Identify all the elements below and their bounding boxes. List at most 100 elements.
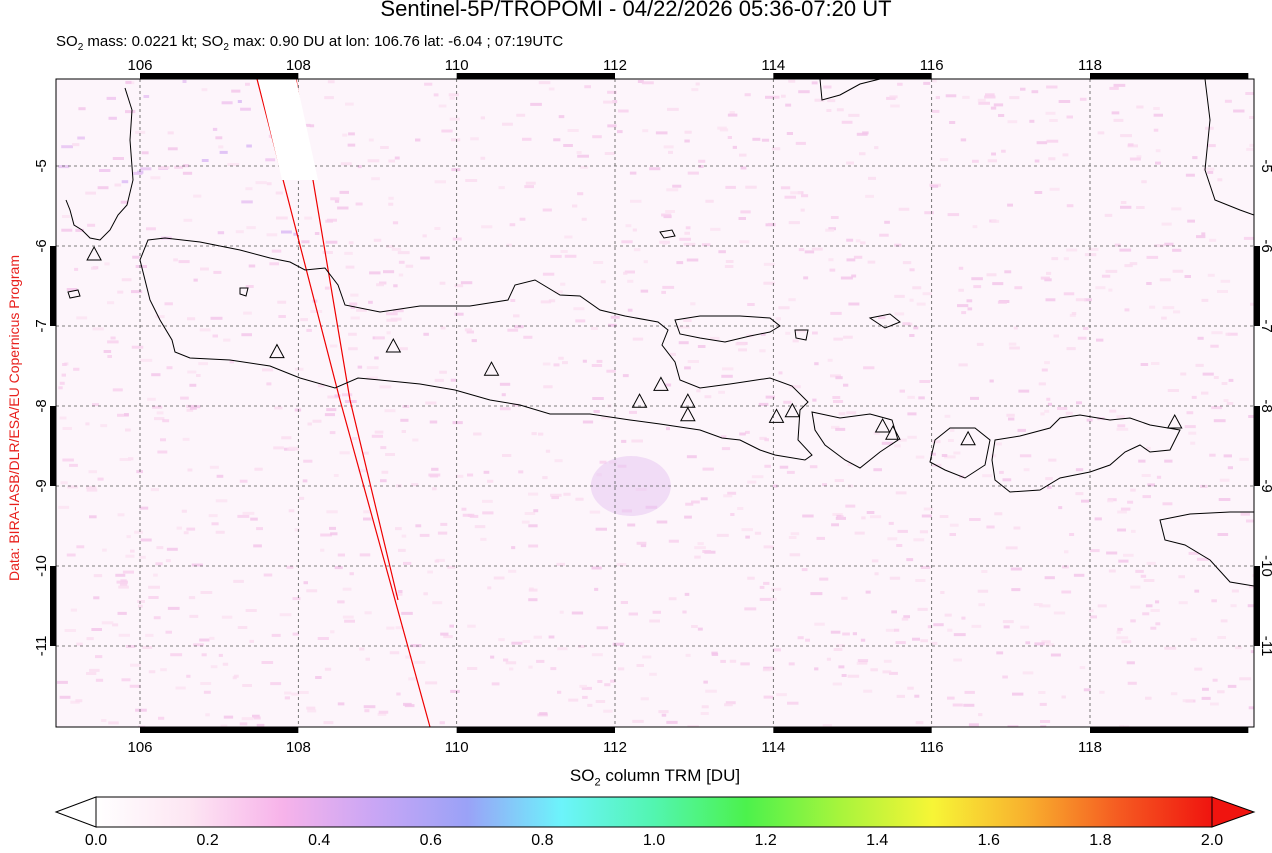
so2-pixel xyxy=(847,674,860,678)
so2-pixel xyxy=(533,635,542,639)
so2-pixel xyxy=(348,347,358,351)
so2-pixel xyxy=(1146,446,1151,450)
so2-pixel xyxy=(840,276,853,280)
so2-pixel xyxy=(961,311,967,315)
so2-pixel xyxy=(1088,247,1099,251)
so2-pixel xyxy=(668,539,679,543)
so2-pixel xyxy=(1046,139,1059,143)
so2-pixel xyxy=(686,455,697,459)
so2-pixel xyxy=(826,109,832,112)
frame-segment xyxy=(456,73,615,79)
so2-pixel xyxy=(67,485,78,489)
so2-pixel xyxy=(550,254,562,258)
so2-pixel xyxy=(896,694,905,698)
so2-pixel xyxy=(528,588,538,592)
so2-pixel xyxy=(263,573,273,577)
so2-pixel xyxy=(389,651,400,655)
so2-pixel xyxy=(694,546,706,550)
so2-pixel xyxy=(924,211,934,215)
so2-pixel xyxy=(1151,362,1160,365)
so2-pixel xyxy=(439,721,445,725)
so2-pixel xyxy=(789,553,801,557)
so2-plume xyxy=(590,456,671,516)
so2-pixel xyxy=(852,632,857,636)
so2-pixel xyxy=(798,90,810,94)
so2-pixel xyxy=(209,465,219,469)
so2-pixel xyxy=(1178,601,1188,605)
so2-pixel xyxy=(306,328,312,332)
so2-pixel xyxy=(620,601,628,604)
so2-pixel xyxy=(59,381,65,385)
so2-pixel xyxy=(1129,262,1138,266)
so2-pixel xyxy=(86,637,94,641)
so2-pixel xyxy=(682,610,687,614)
so2-pixel xyxy=(320,533,332,537)
so2-pixel xyxy=(1049,187,1060,191)
so2-pixel xyxy=(967,307,973,311)
so2-pixel xyxy=(242,511,255,515)
so2-prefix: SO xyxy=(56,33,78,50)
so2-pixel xyxy=(668,150,673,154)
so2-pixel xyxy=(218,653,223,657)
so2-pixel xyxy=(994,512,1003,516)
axis-labels: 106 106 108 108 110 110 112 112 114 114 116 116 118 1… xyxy=(33,57,1272,756)
so2-pixel xyxy=(763,281,775,285)
so2-pixel xyxy=(462,513,475,517)
lon-tick-label: 112 xyxy=(603,739,627,756)
so2-pixel xyxy=(550,493,562,497)
island-bawean xyxy=(868,313,901,329)
so2-pixel xyxy=(121,180,129,184)
so2-pixel xyxy=(1022,671,1034,675)
so2-pixel xyxy=(101,621,114,625)
so2-pixel xyxy=(1145,604,1153,608)
so2-pixel xyxy=(434,227,441,230)
so2-pixel xyxy=(764,438,769,442)
so2-pixel xyxy=(587,703,593,707)
so2-pixel xyxy=(140,538,152,542)
so2-pixel xyxy=(1020,87,1026,91)
so2-pixel xyxy=(1044,278,1052,282)
cb-label-prefix: SO xyxy=(569,766,595,785)
so2-pixel xyxy=(1058,100,1071,103)
so2-pixel xyxy=(431,467,439,471)
lat-tick-label: -10 xyxy=(33,555,50,577)
so2-pixel xyxy=(125,428,131,432)
colorbar-tick-label: 1.6 xyxy=(977,832,1000,849)
so2-pixel xyxy=(1231,589,1239,593)
so2-pixel xyxy=(1243,236,1254,240)
so2-pixel xyxy=(804,250,815,254)
so2-pixel xyxy=(1018,389,1030,393)
so2-pixel xyxy=(93,574,103,578)
so2-pixel xyxy=(575,497,584,501)
so2-pixel xyxy=(103,350,112,353)
so2-pixel xyxy=(702,550,711,553)
so2-pixel xyxy=(690,302,696,306)
so2-pixel xyxy=(1107,499,1114,503)
so2-pixel xyxy=(329,526,336,530)
so2-pixel xyxy=(62,215,70,218)
so2-pixel xyxy=(902,261,912,265)
so2-pixel xyxy=(514,325,524,329)
so2-pixel xyxy=(1146,282,1152,285)
so2-pixel xyxy=(1104,213,1113,217)
so2-pixel xyxy=(386,331,391,335)
so2-pixel xyxy=(61,145,73,149)
so2-pixel xyxy=(896,438,907,442)
so2-pixel xyxy=(439,281,446,285)
so2-pixel xyxy=(772,95,780,99)
so2-pixel xyxy=(1143,579,1155,582)
so2-pixel xyxy=(701,705,709,709)
so2-pixel xyxy=(763,695,774,699)
so2-pixel xyxy=(1213,419,1226,423)
so2-pixel xyxy=(790,532,800,536)
so2-pixel xyxy=(357,365,363,369)
so2-pixel xyxy=(237,514,250,518)
so2-pixel xyxy=(1207,170,1214,174)
so2-pixel xyxy=(698,165,704,168)
so2-pixel xyxy=(843,335,853,339)
so2-pixel xyxy=(885,628,895,632)
so2-pixel xyxy=(99,169,111,172)
so2-pixel xyxy=(1002,478,1012,482)
so2-pixel xyxy=(1228,378,1234,382)
so2-pixel xyxy=(325,219,333,223)
